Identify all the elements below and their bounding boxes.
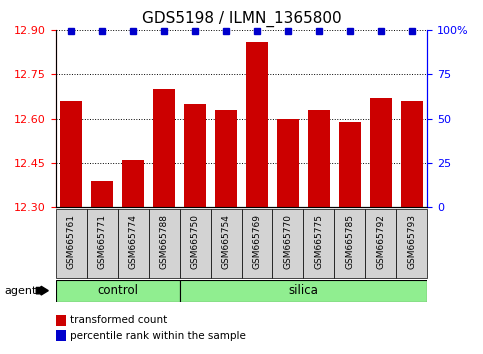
Bar (366, 209, 397, 278)
Text: GSM665793: GSM665793 (408, 215, 416, 269)
Text: GSM665774: GSM665774 (128, 215, 138, 269)
Bar (215, 110, 237, 207)
Bar (122, 160, 144, 207)
Bar (370, 98, 392, 207)
Text: silica: silica (288, 284, 318, 297)
Bar (91, 181, 113, 207)
Bar (401, 101, 423, 207)
Bar (180, 209, 211, 278)
Text: percentile rank within the sample: percentile rank within the sample (70, 331, 246, 341)
Bar (117, 209, 149, 278)
Bar (303, 209, 334, 278)
Text: GSM665770: GSM665770 (284, 215, 293, 269)
Text: control: control (97, 284, 138, 297)
Bar (242, 209, 272, 278)
Bar (334, 209, 366, 278)
Bar (211, 209, 242, 278)
Text: GSM665771: GSM665771 (98, 215, 107, 269)
Bar (60, 101, 82, 207)
Bar (153, 89, 175, 207)
Bar (397, 209, 427, 278)
Bar (56, 209, 86, 278)
Bar (272, 209, 303, 278)
Bar (277, 119, 299, 207)
Text: GSM665754: GSM665754 (222, 215, 230, 269)
Text: GSM665775: GSM665775 (314, 215, 324, 269)
Text: GSM665788: GSM665788 (159, 215, 169, 269)
Bar (308, 110, 330, 207)
Text: transformed count: transformed count (70, 315, 167, 325)
Bar (184, 104, 206, 207)
Title: GDS5198 / ILMN_1365800: GDS5198 / ILMN_1365800 (142, 11, 341, 27)
Text: agent: agent (5, 286, 37, 296)
Text: GSM665761: GSM665761 (67, 215, 75, 269)
Text: GSM665769: GSM665769 (253, 215, 261, 269)
Text: GSM665750: GSM665750 (190, 215, 199, 269)
Bar (56, 280, 180, 302)
Bar (86, 209, 117, 278)
Text: GSM665792: GSM665792 (376, 215, 385, 269)
Bar (339, 121, 361, 207)
Bar (149, 209, 180, 278)
Bar (180, 280, 427, 302)
Bar (246, 42, 268, 207)
Text: GSM665785: GSM665785 (345, 215, 355, 269)
